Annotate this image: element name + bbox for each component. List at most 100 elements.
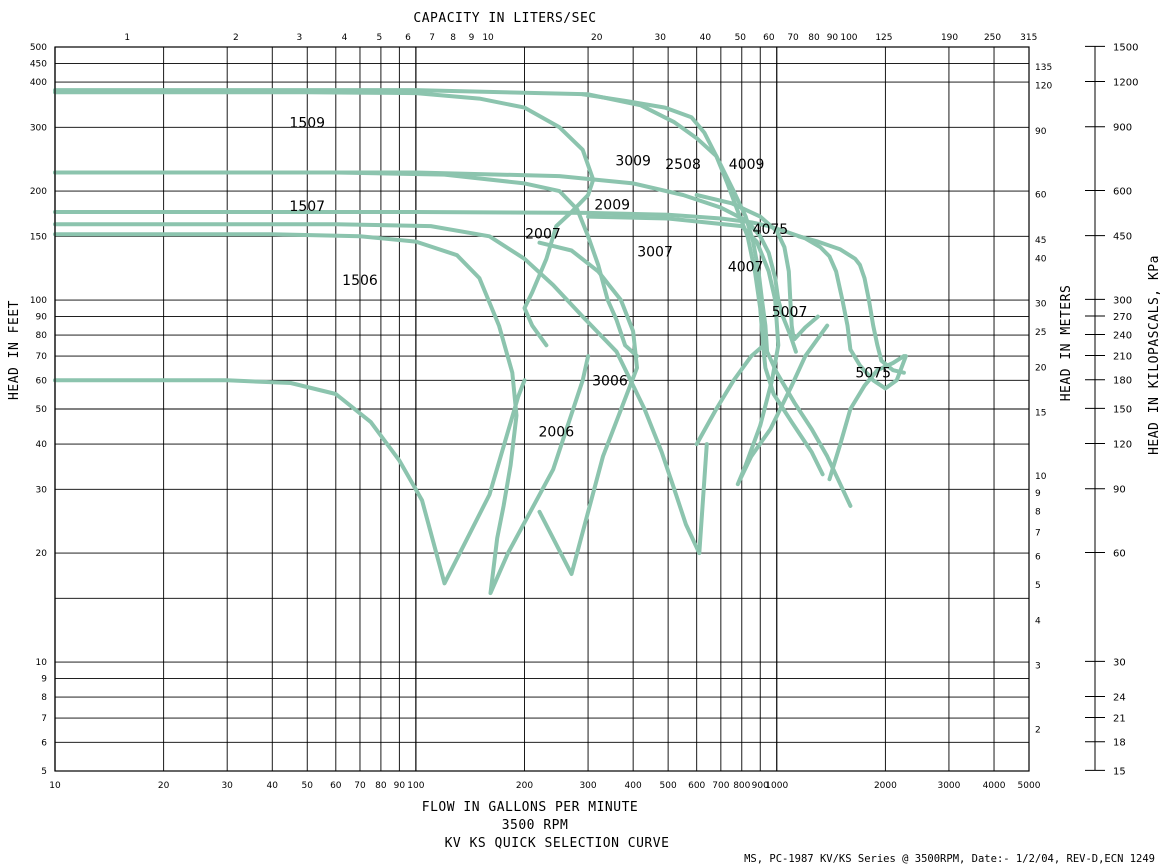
chart-footnote: MS, PC-1987 KV/KS Series @ 3500RPM, Date… — [744, 853, 1155, 865]
kpa-tick-label: 1200 — [1113, 77, 1138, 88]
y-tick-label: 20 — [36, 549, 48, 559]
x-tick-label: 5000 — [1018, 781, 1041, 791]
y2-tick-label: 45 — [1035, 236, 1046, 246]
y-tick-label: 80 — [36, 331, 48, 341]
y2-tick-label: 10 — [1035, 472, 1047, 482]
x-tick-label: 80 — [375, 781, 387, 791]
x-tick-label: 800 — [733, 781, 750, 791]
kpa-tick-label: 180 — [1113, 376, 1132, 387]
x-tick-label: 100 — [407, 781, 424, 791]
y-tick-label: 40 — [36, 440, 48, 450]
y2-tick-label: 4 — [1035, 616, 1041, 626]
x-tick-label: 70 — [354, 781, 366, 791]
curve-4075 — [694, 193, 820, 342]
y2-tick-label: 2 — [1035, 725, 1041, 735]
y2-tick-label: 15 — [1035, 408, 1046, 418]
y2-tick-label: 9 — [1035, 489, 1041, 499]
x2-tick-label: 4 — [342, 33, 348, 43]
x2-tick-label: 20 — [591, 33, 603, 43]
curve-label-1509: 1509 — [289, 115, 325, 131]
curve-label-4007: 4007 — [728, 259, 764, 275]
y-axis-title: HEAD IN FEET — [7, 300, 22, 400]
x-tick-label: 500 — [660, 781, 677, 791]
kpa-tick-label: 900 — [1113, 123, 1132, 134]
plot-border — [54, 46, 1030, 772]
y-tick-label: 100 — [30, 296, 47, 306]
curve-1506 — [53, 378, 527, 586]
x2-tick-label: 60 — [763, 33, 775, 43]
y2-tick-label: 3 — [1035, 662, 1041, 672]
y2-tick-label: 7 — [1035, 528, 1041, 538]
y-tick-label: 5 — [41, 767, 47, 777]
y2-tick-label: 135 — [1035, 63, 1052, 73]
chart-subtitle: 3500 RPM — [502, 818, 569, 833]
x-tick-label: 900 — [752, 781, 769, 791]
y-tick-label: 500 — [30, 43, 47, 53]
y-tick-label: 300 — [30, 123, 47, 133]
x2-tick-label: 90 — [827, 33, 839, 43]
y-tick-label: 400 — [30, 78, 47, 88]
curve-5007 — [796, 234, 906, 375]
x2-tick-label: 40 — [700, 33, 712, 43]
y3-axis-title: HEAD IN KILOPASCALS, KPa — [1147, 255, 1162, 455]
x2-tick-label: 80 — [808, 33, 820, 43]
y-tick-label: 6 — [41, 738, 47, 748]
x-tick-label: 90 — [394, 781, 406, 791]
curve-label-1507: 1507 — [289, 199, 325, 215]
kpa-tick-label: 18 — [1113, 738, 1126, 749]
x2-axis-title: CAPACITY IN LITERS/SEC — [413, 11, 596, 26]
kpa-tick-label: 210 — [1113, 352, 1132, 363]
x-tick-label: 200 — [516, 781, 533, 791]
curve-label-2009: 2009 — [594, 197, 630, 213]
curve-label-2006: 2006 — [538, 424, 574, 440]
kpa-tick-label: 450 — [1113, 232, 1132, 243]
plot-frame — [54, 46, 1030, 772]
curve-3009 — [53, 170, 639, 359]
y-tick-label: 7 — [41, 714, 47, 724]
x2-tick-label: 70 — [787, 33, 799, 43]
curve-label-5007: 5007 — [772, 305, 808, 321]
kpa-axis: 15 18 21 24 30 60 90 120 150 180 210 240 270 300 450 60… — [1085, 42, 1138, 777]
x-tick-label: 10 — [49, 781, 61, 791]
x2-tick-label: 3 — [297, 33, 303, 43]
kpa-tick-label: 1500 — [1113, 42, 1138, 53]
curve-label-2007: 2007 — [525, 226, 561, 242]
x-tick-label: 50 — [302, 781, 314, 791]
x2-axis-ticks: 1 2 3 4 5 6 7 8 9 10 20 30 40 50 60 70 80 90 100 125 190 250 3… — [124, 33, 1037, 43]
y2-tick-label: 5 — [1035, 581, 1041, 591]
y2-tick-label: 30 — [1035, 300, 1047, 310]
kpa-tick-label: 21 — [1113, 714, 1126, 725]
x2-tick-label: 250 — [984, 33, 1001, 43]
x-tick-label: 400 — [625, 781, 642, 791]
x-tick-label: 60 — [330, 781, 342, 791]
curve-label-3006: 3006 — [592, 374, 628, 390]
y-tick-label: 8 — [41, 693, 47, 703]
x-tick-label: 600 — [688, 781, 705, 791]
kpa-tick-label: 30 — [1113, 657, 1126, 668]
x2-tick-label: 30 — [655, 33, 667, 43]
y2-tick-label: 25 — [1035, 328, 1046, 338]
y2-tick-label: 90 — [1035, 127, 1047, 137]
y-tick-label: 200 — [30, 187, 47, 197]
curve-label-3007: 3007 — [637, 244, 673, 260]
curve-2006 — [537, 240, 639, 576]
pump-curves — [53, 88, 908, 596]
y-tick-label: 9 — [41, 675, 47, 685]
x2-tick-label: 100 — [840, 33, 857, 43]
y-tick-label: 150 — [30, 232, 47, 242]
kpa-tick-label: 240 — [1113, 331, 1132, 342]
curve-4009 — [53, 170, 798, 354]
y2-tick-label: 6 — [1035, 553, 1041, 563]
x2-tick-label: 10 — [482, 33, 494, 43]
curve-label-3009: 3009 — [615, 154, 651, 170]
kpa-tick-label: 60 — [1113, 548, 1126, 559]
y2-tick-label: 40 — [1035, 254, 1047, 264]
curve-label-5075: 5075 — [855, 366, 891, 382]
curve-2007 — [53, 222, 709, 556]
kpa-tick-label: 150 — [1113, 404, 1132, 415]
curve-label-1506: 1506 — [342, 273, 378, 289]
x-tick-label: 700 — [712, 781, 729, 791]
x2-tick-label: 8 — [450, 33, 456, 43]
grid — [54, 46, 1030, 772]
